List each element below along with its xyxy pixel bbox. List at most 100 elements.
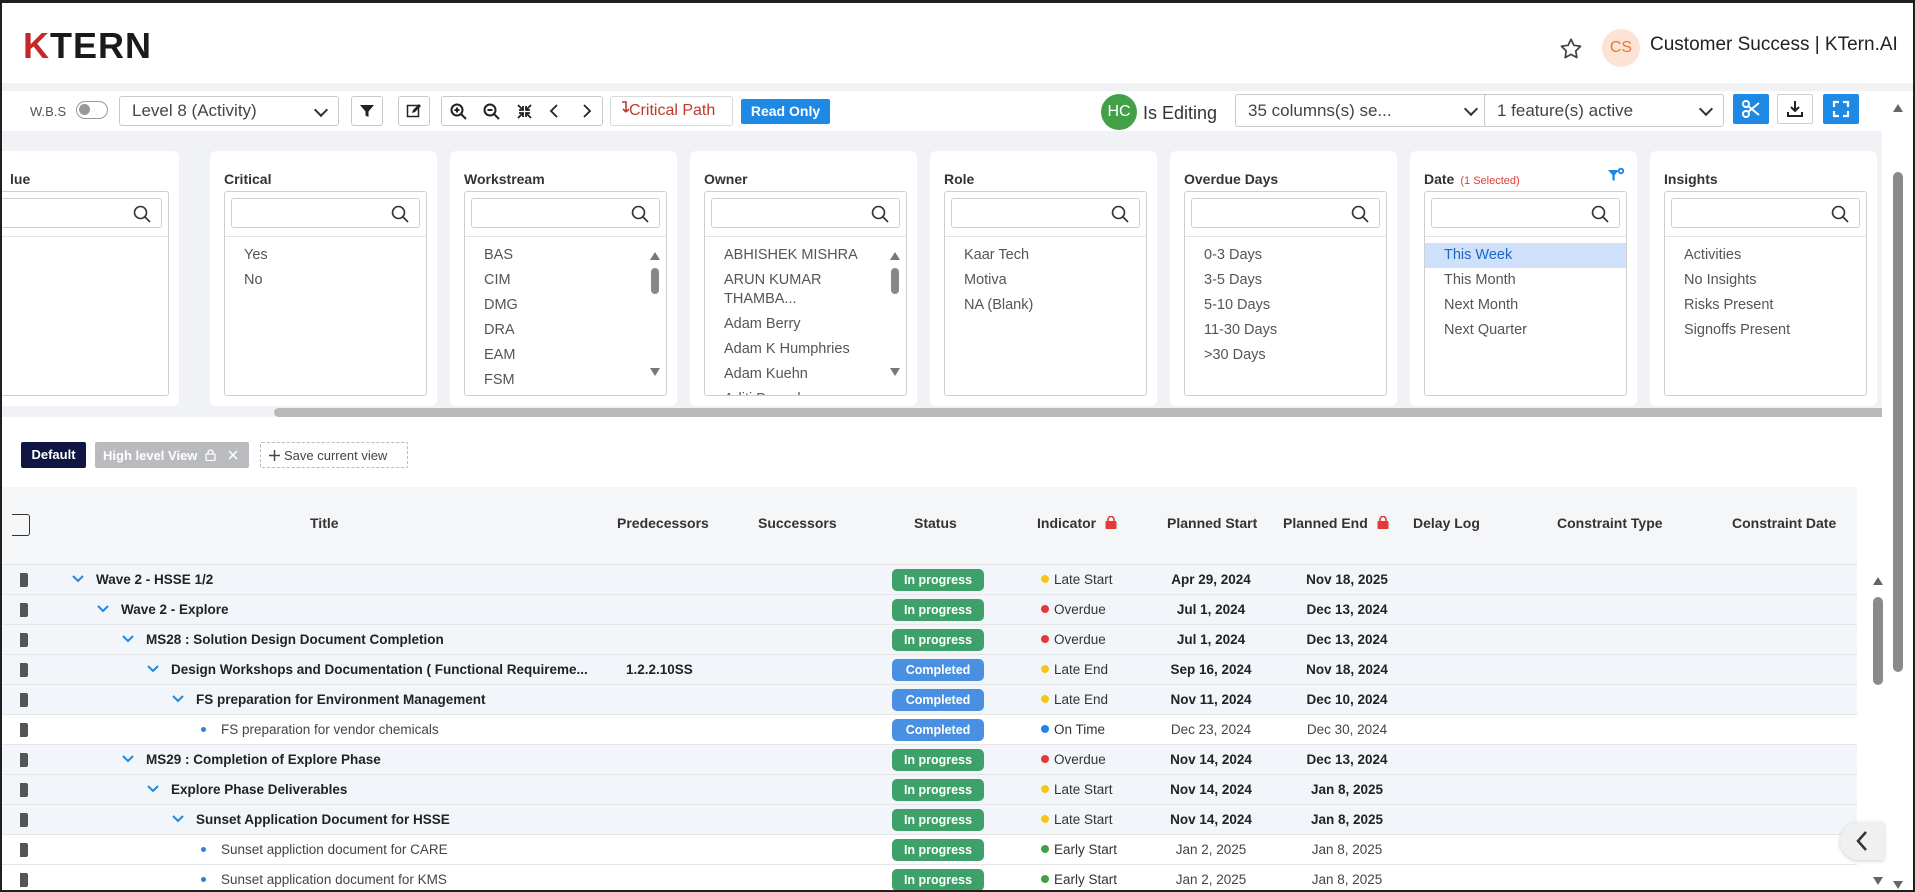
filter-option[interactable]: 3-5 Days	[1204, 272, 1263, 288]
row-checkbox[interactable]	[20, 633, 28, 647]
row-title[interactable]: FS preparation for Environment Managemen…	[196, 692, 486, 707]
table-row[interactable]: Wave 2 - HSSE 1/2 In progress Late Start…	[2, 565, 1857, 595]
filter-option[interactable]: DMG	[484, 297, 518, 313]
chevron-down-icon[interactable]	[96, 602, 110, 616]
close-icon[interactable]	[228, 450, 238, 460]
filter-option-selected[interactable]: This Week	[1425, 243, 1626, 268]
filter-option[interactable]: Signoffs Present	[1684, 322, 1791, 338]
filter-option[interactable]: BAS	[484, 247, 514, 263]
row-title[interactable]: FS preparation for vendor chemicals	[221, 722, 439, 737]
filter-option[interactable]: CIM	[484, 272, 511, 288]
critical-path-button[interactable]: Critical Path	[610, 96, 733, 126]
row-checkbox[interactable]	[20, 573, 28, 587]
column-header-planned-start[interactable]: Planned Start	[1167, 515, 1258, 531]
filter-search-input[interactable]	[1431, 198, 1620, 228]
row-title[interactable]: Sunset Application Document for HSSE	[196, 812, 450, 827]
list-scrollbar[interactable]	[648, 244, 662, 384]
filter-option[interactable]: FSM	[484, 372, 515, 388]
chevron-down-icon[interactable]	[171, 812, 185, 826]
table-row[interactable]: MS29 : Completion of Explore Phase In pr…	[2, 745, 1857, 775]
filter-horizontal-scrollbar[interactable]	[274, 408, 1882, 417]
filter-button[interactable]	[351, 96, 383, 126]
wbs-toggle[interactable]	[76, 101, 108, 119]
fit-screen-button[interactable]	[508, 97, 540, 125]
list-scrollbar[interactable]	[888, 244, 902, 384]
column-header-title[interactable]: Title	[310, 515, 339, 531]
filter-search-input[interactable]	[711, 198, 900, 228]
column-header-constraint-date[interactable]: Constraint Date	[1732, 515, 1837, 531]
row-checkbox[interactable]	[20, 723, 28, 737]
grid-vertical-scrollbar[interactable]	[1871, 571, 1885, 891]
table-row[interactable]: Design Workshops and Documentation ( Fun…	[2, 655, 1857, 685]
filter-option[interactable]: Risks Present	[1684, 297, 1774, 313]
chevron-down-icon[interactable]	[121, 632, 135, 646]
table-row[interactable]: FS preparation for vendor chemicals Comp…	[2, 715, 1857, 745]
row-title[interactable]: Wave 2 - Explore	[121, 602, 229, 617]
chevron-down-icon[interactable]	[171, 692, 185, 706]
row-checkbox[interactable]	[20, 753, 28, 767]
table-row[interactable]: Sunset appliction document for CARE In p…	[2, 835, 1857, 865]
filter-option[interactable]: No Insights	[1684, 272, 1757, 288]
table-row[interactable]: Sunset application document for KMS In p…	[2, 865, 1857, 890]
active-filter-icon[interactable]	[1607, 167, 1625, 185]
filter-option[interactable]: Aditi Bansal	[705, 387, 906, 395]
filter-search-input[interactable]	[1191, 198, 1380, 228]
columns-select[interactable]: 35 columns(s) se...	[1235, 94, 1489, 127]
row-title[interactable]: Wave 2 - HSSE 1/2	[96, 572, 214, 587]
user-avatar[interactable]: CS	[1602, 29, 1640, 67]
filter-option[interactable]: This Month	[1444, 272, 1516, 288]
table-row[interactable]: Explore Phase Deliverables In progress L…	[2, 775, 1857, 805]
filter-search-input[interactable]	[951, 198, 1140, 228]
filter-search-input[interactable]	[231, 198, 420, 228]
edit-button[interactable]	[398, 96, 430, 126]
view-high-level-button[interactable]: High level View	[95, 442, 249, 468]
row-checkbox[interactable]	[20, 873, 28, 887]
page-vertical-scrollbar[interactable]	[1891, 98, 1905, 892]
row-checkbox[interactable]	[20, 603, 28, 617]
filter-option[interactable]: Next Month	[1444, 297, 1519, 313]
table-row[interactable]: Wave 2 - Explore In progress Overdue Jul…	[2, 595, 1857, 625]
row-title[interactable]: Design Workshops and Documentation ( Fun…	[171, 662, 588, 677]
filter-option[interactable]: Adam Kuehn	[724, 366, 808, 382]
column-header-successors[interactable]: Successors	[758, 515, 837, 531]
user-workspace-label[interactable]: Customer Success | KTern.AI	[1650, 34, 1898, 55]
column-header-predecessors[interactable]: Predecessors	[617, 515, 709, 531]
chevron-down-icon[interactable]	[71, 572, 85, 586]
filter-option[interactable]: Adam K Humphries	[724, 341, 850, 357]
filter-search-input[interactable]	[471, 198, 660, 228]
row-checkbox[interactable]	[20, 693, 28, 707]
star-icon[interactable]	[1558, 36, 1584, 62]
chevron-down-icon[interactable]	[146, 782, 160, 796]
row-title[interactable]: Sunset appliction document for CARE	[221, 842, 448, 857]
chevron-down-icon[interactable]	[121, 752, 135, 766]
filter-option[interactable]: DRA	[484, 322, 515, 338]
filter-option[interactable]: EAM	[484, 347, 516, 363]
filter-search-input[interactable]	[2, 198, 162, 228]
filter-option[interactable]: >30 Days	[1204, 347, 1266, 363]
filter-option[interactable]: THAMBA...	[724, 291, 797, 307]
filter-option[interactable]: Kaar Tech	[964, 247, 1030, 263]
row-title[interactable]: MS29 : Completion of Explore Phase	[146, 752, 381, 767]
fullscreen-button[interactable]	[1823, 94, 1859, 124]
ktern-logo[interactable]: KTERN	[23, 25, 152, 66]
filter-option[interactable]: s	[2, 243, 168, 268]
row-title[interactable]: Explore Phase Deliverables	[171, 782, 348, 797]
select-all-checkbox[interactable]	[12, 514, 30, 536]
filter-option[interactable]: ABHISHEK MISHRA	[724, 247, 858, 263]
download-button[interactable]	[1777, 94, 1813, 124]
column-header-delay-log[interactable]: Delay Log	[1413, 515, 1480, 531]
read-only-badge[interactable]: Read Only	[741, 99, 830, 124]
column-header-planned-end[interactable]: Planned End	[1283, 515, 1389, 531]
chevron-down-icon[interactable]	[146, 662, 160, 676]
scroll-right-button[interactable]	[570, 97, 602, 125]
row-checkbox[interactable]	[20, 843, 28, 857]
scroll-left-button[interactable]	[539, 97, 571, 125]
view-default-button[interactable]: Default	[21, 442, 86, 468]
filter-option[interactable]: 11-30 Days	[1204, 322, 1278, 338]
save-view-button[interactable]: Save current view	[260, 442, 408, 468]
filter-option[interactable]: Adam Berry	[724, 316, 801, 332]
row-checkbox[interactable]	[20, 663, 28, 677]
filter-option[interactable]: NA (Blank)	[964, 297, 1034, 313]
filter-option[interactable]: 0-3 Days	[1204, 247, 1263, 263]
column-header-indicator[interactable]: Indicator	[1037, 515, 1117, 531]
